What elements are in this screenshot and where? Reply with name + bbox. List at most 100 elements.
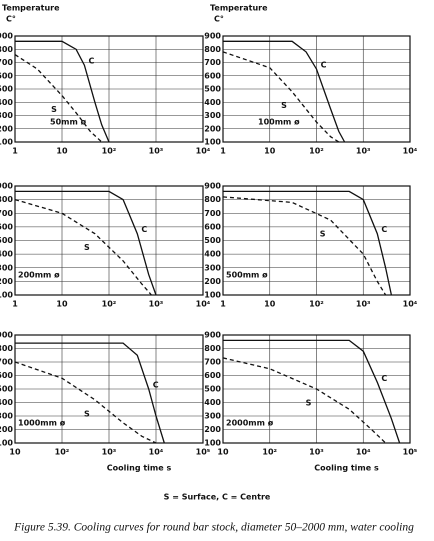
y-tick-label: 900 bbox=[204, 32, 221, 41]
x-tick-label: 10³ bbox=[356, 300, 371, 309]
x-tick-label: 10⁴ bbox=[196, 300, 211, 309]
annotation: 50mm ø bbox=[50, 118, 87, 127]
annotation: 100mm ø bbox=[258, 118, 300, 127]
curve-label: C bbox=[381, 225, 387, 234]
plot-frame bbox=[14, 334, 204, 444]
y-tick-label: 300 bbox=[204, 412, 221, 421]
y-tick-label: 100 bbox=[0, 291, 13, 300]
y-tick-label: 600 bbox=[204, 222, 221, 231]
x-tick-label: 10⁴ bbox=[196, 147, 211, 156]
y-tick-label: 100 bbox=[204, 439, 221, 448]
plot-frame bbox=[14, 185, 204, 296]
y-tick-label: 400 bbox=[0, 250, 13, 259]
y-tick-label: 400 bbox=[0, 98, 13, 107]
note: S = Surface, C = Centre bbox=[164, 493, 271, 502]
x-tick-label: 10 bbox=[56, 147, 68, 156]
y-tick-label: 100 bbox=[0, 138, 13, 147]
curve bbox=[222, 51, 340, 143]
curve-label: S bbox=[320, 230, 326, 239]
y-tick-label: 700 bbox=[0, 58, 13, 67]
y-tick-label: 600 bbox=[204, 71, 221, 80]
y-tick-label: 600 bbox=[0, 222, 13, 231]
plot-frame bbox=[222, 35, 411, 143]
y-axis-unit: C° bbox=[214, 15, 224, 24]
curve-label: S bbox=[281, 101, 287, 110]
x-tick-label: 10 bbox=[56, 300, 68, 309]
x-tick-label: 10² bbox=[309, 300, 324, 309]
x-tick-label: 10³ bbox=[102, 448, 117, 457]
y-tick-label: 900 bbox=[0, 182, 13, 191]
curve bbox=[14, 198, 152, 296]
y-tick-label: 500 bbox=[204, 85, 221, 94]
x-tick-label: 10³ bbox=[356, 147, 371, 156]
x-axis-label: Cooling time s bbox=[314, 464, 379, 473]
x-tick-label: 10⁴ bbox=[356, 448, 371, 457]
x-tick-label: 1 bbox=[12, 300, 18, 309]
x-tick-label: 10⁴ bbox=[149, 448, 164, 457]
y-tick-label: 700 bbox=[204, 58, 221, 67]
y-tick-label: 100 bbox=[204, 291, 221, 300]
y-tick-label: 700 bbox=[0, 209, 13, 218]
y-tick-label: 500 bbox=[204, 236, 221, 245]
x-tick-label: 10⁵ bbox=[403, 448, 418, 457]
y-tick-label: 900 bbox=[204, 331, 221, 340]
curve-label: S bbox=[51, 105, 57, 114]
y-tick-label: 300 bbox=[204, 111, 221, 120]
y-tick-label: 600 bbox=[0, 371, 13, 380]
y-tick-label: 400 bbox=[204, 250, 221, 259]
y-tick-label: 800 bbox=[0, 195, 13, 204]
y-axis-unit: C° bbox=[6, 15, 16, 24]
x-tick-label: 1 bbox=[220, 300, 226, 309]
x-tick-label: 10² bbox=[55, 448, 70, 457]
x-tick-label: 10² bbox=[262, 448, 277, 457]
y-tick-label: 300 bbox=[0, 111, 13, 120]
y-tick-label: 800 bbox=[0, 45, 13, 54]
caption: Figure 5.39. Cooling curves for round ba… bbox=[13, 522, 414, 534]
curve bbox=[14, 54, 103, 143]
curve bbox=[14, 361, 157, 444]
y-axis-label: Temperature bbox=[2, 4, 60, 13]
y-axis-label: Temperature bbox=[210, 4, 268, 13]
x-tick-label: 10³ bbox=[309, 448, 324, 457]
curve bbox=[223, 339, 401, 444]
x-axis-label: Cooling time s bbox=[107, 464, 172, 473]
x-tick-label: 10⁴ bbox=[403, 300, 418, 309]
x-tick-label: 10³ bbox=[149, 147, 164, 156]
x-tick-label: 10³ bbox=[149, 300, 164, 309]
curve bbox=[15, 190, 157, 296]
annotation: 2000mm ø bbox=[226, 419, 274, 428]
annotation: 500mm ø bbox=[226, 271, 268, 280]
y-tick-label: 900 bbox=[0, 331, 13, 340]
curve-label: C bbox=[153, 381, 159, 390]
curve-label: C bbox=[381, 374, 387, 383]
curve-label: S bbox=[84, 243, 90, 252]
y-tick-label: 400 bbox=[204, 398, 221, 407]
y-tick-label: 300 bbox=[0, 263, 13, 272]
y-tick-label: 200 bbox=[0, 277, 13, 286]
curve bbox=[223, 190, 393, 296]
curve bbox=[222, 357, 387, 444]
curve-label: S bbox=[306, 399, 312, 408]
y-tick-label: 500 bbox=[204, 385, 221, 394]
y-tick-label: 100 bbox=[204, 138, 221, 147]
x-tick-label: 10⁵ bbox=[196, 448, 211, 457]
x-tick-label: 10² bbox=[102, 147, 117, 156]
x-tick-label: 10 bbox=[217, 448, 229, 457]
x-tick-label: 1 bbox=[12, 147, 18, 156]
y-tick-label: 200 bbox=[204, 124, 221, 133]
curve bbox=[222, 196, 387, 296]
y-tick-label: 100 bbox=[0, 439, 13, 448]
y-tick-label: 800 bbox=[204, 195, 221, 204]
y-tick-label: 200 bbox=[204, 425, 221, 434]
y-tick-label: 700 bbox=[204, 209, 221, 218]
y-tick-label: 300 bbox=[0, 412, 13, 421]
y-tick-label: 400 bbox=[204, 98, 221, 107]
curve bbox=[223, 40, 346, 143]
y-tick-label: 600 bbox=[204, 371, 221, 380]
y-tick-label: 700 bbox=[204, 358, 221, 367]
x-tick-label: 10² bbox=[102, 300, 117, 309]
y-tick-label: 800 bbox=[204, 45, 221, 54]
curve-label: S bbox=[84, 409, 90, 418]
y-tick-label: 200 bbox=[0, 124, 13, 133]
y-tick-label: 900 bbox=[204, 182, 221, 191]
